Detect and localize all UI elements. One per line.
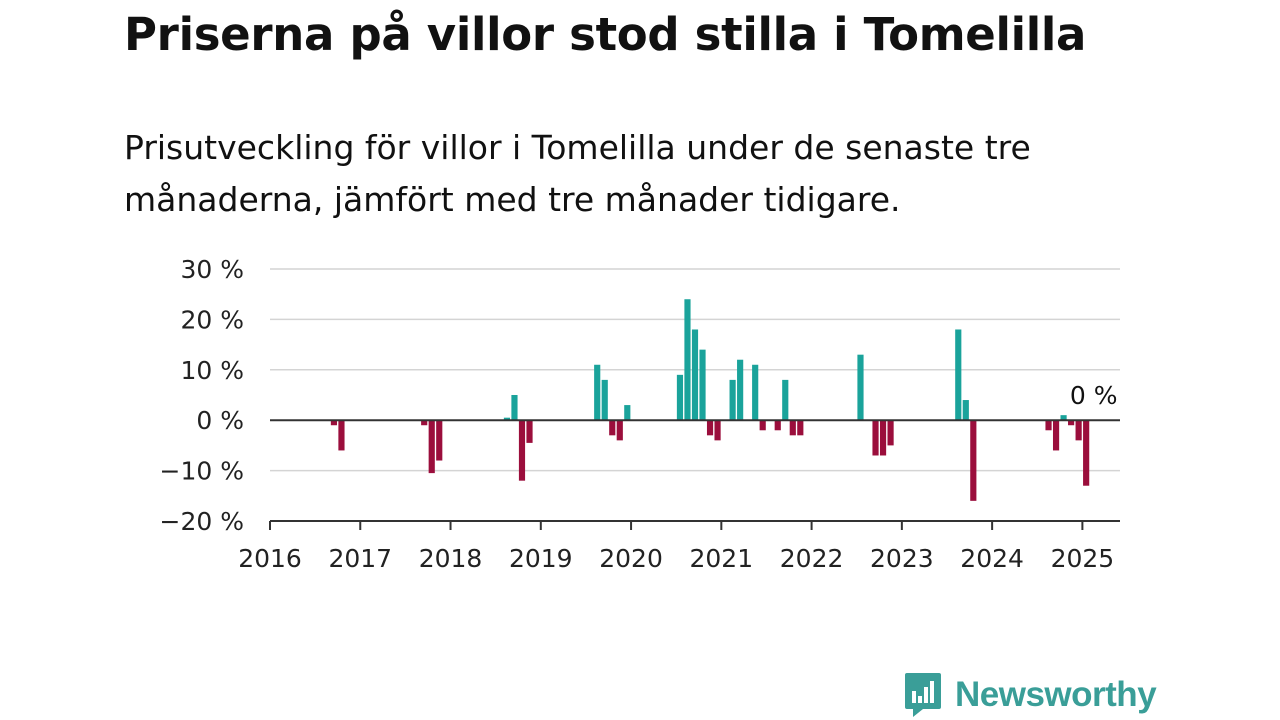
bar <box>518 420 526 481</box>
bar <box>789 420 796 436</box>
bar <box>714 420 721 441</box>
y-tick-label: −20 % <box>160 507 244 536</box>
bar <box>782 379 789 421</box>
bar <box>594 364 601 421</box>
bar <box>729 379 736 421</box>
x-tick-label: 2024 <box>960 544 1024 573</box>
x-tick-label: 2017 <box>328 544 392 573</box>
bar <box>601 379 608 421</box>
newsworthy-logo-icon <box>905 673 941 717</box>
bar <box>879 420 887 456</box>
bar <box>1075 420 1082 441</box>
bar <box>1060 415 1067 421</box>
bar <box>970 420 977 501</box>
bar <box>526 420 533 443</box>
bar <box>428 420 435 474</box>
bar <box>887 420 894 446</box>
brand-name: Newsworthy <box>955 675 1157 714</box>
bar <box>955 329 962 421</box>
bar-chart: −20 % −10 % 0 % 10 % 20 % 30 % 2016 2017 2018 201… <box>160 255 1120 573</box>
chart-title: Priserna på villor stod stilla i Tomelil… <box>124 8 1087 61</box>
bar <box>797 420 804 436</box>
x-tick-label: 2023 <box>870 544 934 573</box>
bar <box>436 420 443 461</box>
bar <box>684 299 691 421</box>
bar <box>330 420 338 426</box>
y-tick-label: −10 % <box>160 457 244 486</box>
bar <box>737 359 744 421</box>
bar <box>872 420 879 456</box>
x-tick-label: 2016 <box>238 544 302 573</box>
bar <box>774 420 781 431</box>
bar <box>706 420 714 436</box>
bar <box>511 395 518 421</box>
bar <box>624 405 631 421</box>
bar <box>1068 420 1075 426</box>
x-tick-label: 2019 <box>509 544 573 573</box>
bar <box>609 420 616 436</box>
bar <box>616 420 623 441</box>
bar <box>759 420 766 431</box>
last-value-label: 0 % <box>1070 381 1118 410</box>
bar <box>676 374 684 421</box>
x-tick-label: 2022 <box>780 544 844 573</box>
y-tick-label: 20 % <box>180 305 244 334</box>
x-tick-label: 2018 <box>419 544 483 573</box>
bar <box>503 417 511 421</box>
bar <box>962 400 969 421</box>
bar <box>752 364 759 421</box>
y-tick-label: 30 % <box>180 255 244 284</box>
bar <box>1083 420 1090 486</box>
bar <box>421 420 428 426</box>
x-tick-label: 2025 <box>1051 544 1115 573</box>
x-tick-label: 2021 <box>690 544 754 573</box>
bar <box>699 349 706 421</box>
y-tick-label: 0 % <box>196 406 244 435</box>
newsworthy-brand: Newsworthy <box>903 670 1157 720</box>
bar <box>1045 420 1052 431</box>
bar <box>691 329 699 421</box>
bar <box>857 354 864 421</box>
chart-subtitle: Prisutveckling för villor i Tomelilla un… <box>124 128 1031 219</box>
x-tick-label: 2020 <box>599 544 663 573</box>
bar <box>338 420 345 451</box>
bar <box>1052 420 1060 451</box>
y-tick-label: 10 % <box>180 356 244 385</box>
